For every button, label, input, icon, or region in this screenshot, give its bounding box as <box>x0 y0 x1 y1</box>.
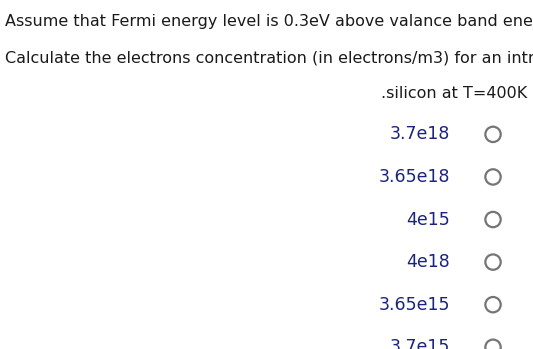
Text: 3.7e18: 3.7e18 <box>390 125 450 143</box>
Text: 4e15: 4e15 <box>407 210 450 229</box>
Text: 3.7e15: 3.7e15 <box>390 338 450 349</box>
Text: Assume that Fermi energy level is 0.3eV above valance band energy.: Assume that Fermi energy level is 0.3eV … <box>5 14 533 29</box>
Text: 3.65e18: 3.65e18 <box>379 168 450 186</box>
Text: Calculate the electrons concentration (in electrons/m3) for an intrinsic: Calculate the electrons concentration (i… <box>5 51 533 66</box>
Text: 4e18: 4e18 <box>407 253 450 271</box>
Text: 3.65e15: 3.65e15 <box>379 296 450 314</box>
Text: .silicon at T=400K: .silicon at T=400K <box>382 86 528 101</box>
